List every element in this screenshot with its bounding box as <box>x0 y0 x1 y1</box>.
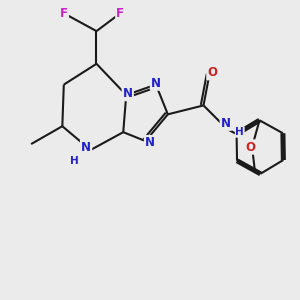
Text: F: F <box>116 7 124 20</box>
Text: H: H <box>70 156 79 166</box>
Text: F: F <box>60 7 68 20</box>
Text: N: N <box>145 136 155 149</box>
Text: H: H <box>236 127 244 137</box>
Text: N: N <box>81 140 91 154</box>
Text: O: O <box>246 140 256 154</box>
Text: N: N <box>123 87 133 100</box>
Text: N: N <box>221 117 231 130</box>
Text: O: O <box>207 66 218 79</box>
Text: N: N <box>151 76 161 90</box>
